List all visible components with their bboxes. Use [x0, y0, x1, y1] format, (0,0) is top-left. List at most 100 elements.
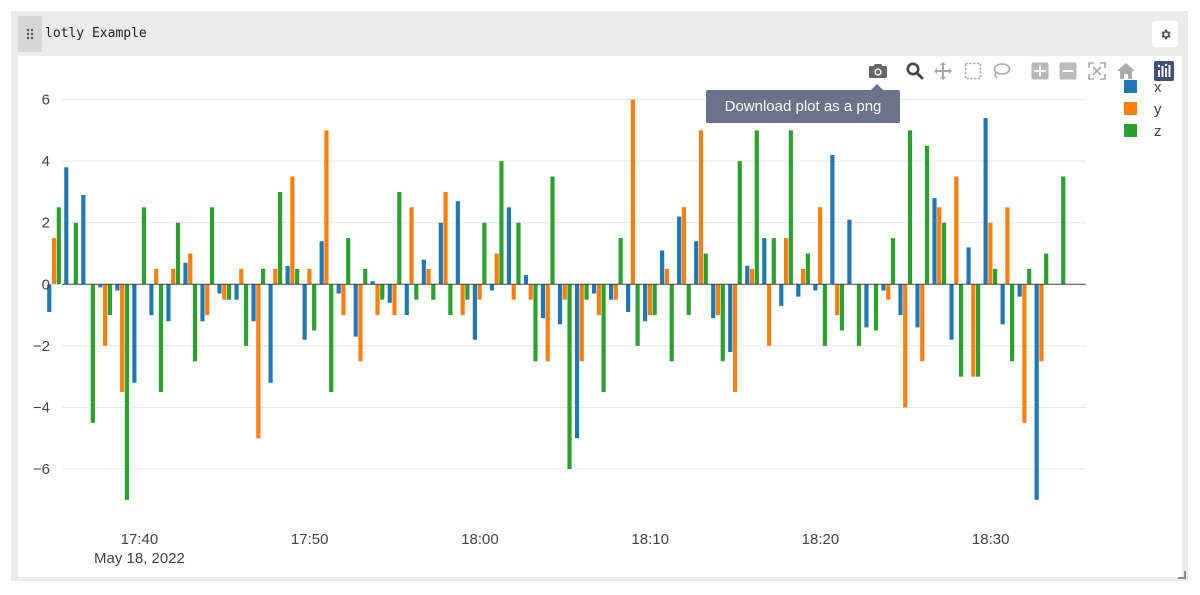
bar-x[interactable]: [574, 284, 580, 439]
bar-x[interactable]: [319, 241, 324, 285]
bar-z[interactable]: [686, 284, 691, 316]
bar-z[interactable]: [533, 284, 538, 362]
bar-z[interactable]: [346, 238, 351, 285]
bar-y[interactable]: [801, 268, 806, 285]
bar-y[interactable]: [154, 268, 159, 285]
bar-z[interactable]: [175, 222, 181, 285]
bar-y[interactable]: [528, 284, 533, 300]
bar-y[interactable]: [630, 99, 635, 285]
bar-z[interactable]: [839, 284, 844, 331]
bar-x[interactable]: [915, 284, 920, 328]
bar-z[interactable]: [788, 130, 793, 285]
bar-x[interactable]: [643, 284, 648, 322]
bar-x[interactable]: [745, 265, 750, 285]
bar-z[interactable]: [720, 284, 725, 362]
bar-y[interactable]: [103, 284, 108, 346]
bar-y[interactable]: [920, 284, 925, 362]
bar-z[interactable]: [822, 284, 827, 346]
bar-z[interactable]: [1061, 176, 1066, 285]
bar-x[interactable]: [336, 284, 341, 294]
bar-y[interactable]: [358, 284, 363, 362]
bar-x[interactable]: [1034, 284, 1039, 500]
bar-z[interactable]: [56, 207, 61, 285]
bar-x[interactable]: [540, 284, 546, 319]
bar-y[interactable]: [290, 176, 295, 285]
bar-z[interactable]: [312, 284, 317, 331]
bar-x[interactable]: [762, 238, 767, 285]
bar-y[interactable]: [256, 284, 261, 439]
bar-x[interactable]: [779, 284, 784, 306]
pan-icon[interactable]: [932, 60, 954, 82]
legend-swatch-x[interactable]: [1124, 80, 1137, 93]
bar-y[interactable]: [664, 268, 669, 285]
bar-x[interactable]: [81, 195, 86, 285]
bar-x[interactable]: [1000, 284, 1005, 325]
bar-x[interactable]: [557, 284, 563, 325]
bar-x[interactable]: [1017, 284, 1022, 297]
bar-y[interactable]: [460, 284, 465, 316]
bar-y[interactable]: [477, 284, 482, 300]
bar-z[interactable]: [141, 207, 147, 285]
bar-x[interactable]: [149, 284, 154, 316]
bar-x[interactable]: [983, 118, 988, 285]
bar-z[interactable]: [584, 284, 589, 300]
bar-x[interactable]: [183, 262, 188, 285]
bar-z[interactable]: [941, 222, 947, 285]
bar-x[interactable]: [115, 284, 120, 291]
bar-x[interactable]: [268, 284, 273, 383]
bar-x[interactable]: [251, 284, 256, 322]
bar-z[interactable]: [295, 268, 300, 285]
settings-button[interactable]: [1152, 21, 1178, 47]
bar-z[interactable]: [703, 253, 708, 285]
bar-y[interactable]: [903, 284, 908, 408]
bar-z[interactable]: [1044, 253, 1049, 285]
bar-y[interactable]: [222, 284, 227, 300]
resize-handle-icon[interactable]: [1178, 571, 1186, 579]
bar-z[interactable]: [890, 238, 896, 285]
bar-z[interactable]: [363, 268, 368, 285]
bar-z[interactable]: [278, 191, 283, 285]
bar-x[interactable]: [881, 284, 886, 291]
bar-y[interactable]: [273, 268, 278, 285]
bar-z[interactable]: [397, 191, 402, 285]
bar-z[interactable]: [652, 284, 657, 316]
bar-x[interactable]: [813, 284, 818, 291]
bar-y[interactable]: [1039, 284, 1044, 362]
bar-y[interactable]: [511, 284, 516, 300]
camera-icon[interactable]: [867, 60, 889, 82]
bar-z[interactable]: [209, 207, 215, 285]
bar-y[interactable]: [324, 130, 329, 285]
bar-x[interactable]: [949, 284, 954, 340]
bar-z[interactable]: [567, 284, 572, 470]
bar-z[interactable]: [1027, 268, 1032, 285]
bar-y[interactable]: [239, 268, 244, 285]
bar-x[interactable]: [302, 284, 307, 340]
bar-z[interactable]: [73, 222, 78, 285]
lasso-icon[interactable]: [990, 60, 1012, 82]
bar-y[interactable]: [835, 284, 840, 316]
bar-z[interactable]: [107, 284, 112, 316]
bar-z[interactable]: [380, 284, 385, 300]
bar-x[interactable]: [200, 284, 205, 322]
bar-x[interactable]: [47, 284, 52, 313]
bar-y[interactable]: [579, 284, 584, 362]
bar-y[interactable]: [596, 284, 601, 316]
bar-x[interactable]: [660, 250, 665, 285]
bar-x[interactable]: [523, 275, 529, 285]
bar-y[interactable]: [1022, 284, 1027, 423]
bar-z[interactable]: [329, 284, 334, 393]
bar-x[interactable]: [489, 284, 494, 291]
bar-y[interactable]: [715, 284, 721, 316]
bar-z[interactable]: [431, 284, 436, 300]
bar-y[interactable]: [409, 207, 414, 285]
bar-z[interactable]: [993, 268, 998, 285]
bar-y[interactable]: [698, 130, 704, 285]
bar-y[interactable]: [341, 284, 346, 316]
bar-z[interactable]: [873, 284, 879, 331]
legend-label-z[interactable]: z: [1154, 123, 1162, 140]
bar-x[interactable]: [353, 284, 358, 337]
plotly-logo-icon[interactable]: [1153, 60, 1175, 82]
bar-y[interactable]: [732, 284, 738, 393]
bar-y[interactable]: [307, 268, 312, 285]
zoom-in-icon[interactable]: [1029, 60, 1051, 82]
